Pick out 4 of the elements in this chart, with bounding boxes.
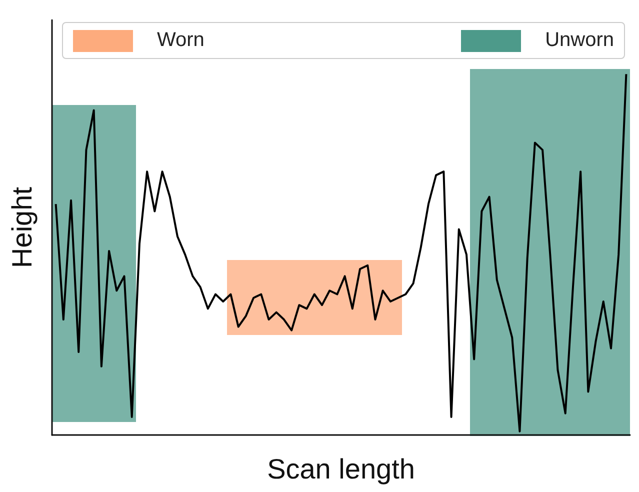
text: Unworn (545, 29, 614, 52)
x-axis-title: Scan length (267, 454, 415, 484)
y-axis-title: Height (6, 186, 38, 268)
text: Worn (157, 29, 204, 52)
